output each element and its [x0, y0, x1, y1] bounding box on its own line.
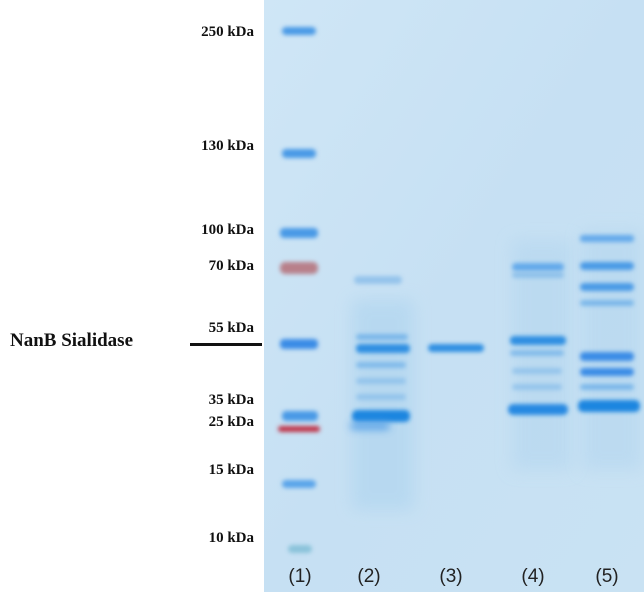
lane-5-bands	[578, 235, 640, 412]
lane-label-3: (3)	[439, 566, 463, 587]
marker-band-10	[288, 545, 312, 553]
lane-label-5: (5)	[595, 566, 619, 587]
nanb-sialidase-annotation: NanB Sialidase	[10, 330, 134, 351]
marker-label-15: 15 kDa	[208, 462, 254, 478]
marker-band-130	[282, 149, 316, 158]
lane-2-smear	[352, 300, 414, 510]
marker-band-55	[280, 339, 318, 349]
marker-band-100	[280, 228, 318, 238]
annotation-pointer-line	[190, 343, 262, 346]
marker-band-25	[278, 426, 320, 432]
marker-label-10: 10 kDa	[208, 530, 254, 546]
marker-label-70: 70 kDa	[208, 258, 254, 274]
lane-2-bands	[350, 276, 410, 430]
lane-label-1: (1)	[288, 566, 312, 587]
marker-band-250	[282, 27, 316, 35]
lane-3-bands	[428, 344, 484, 352]
marker-label-100: 100 kDa	[201, 222, 254, 238]
lane-label-4: (4)	[521, 566, 545, 587]
marker-band-35	[282, 411, 318, 421]
lane-4-bands	[508, 263, 568, 415]
lane-label-2: (2)	[357, 566, 381, 587]
lane-1-marker-bands	[278, 27, 320, 553]
sds-page-gel	[264, 0, 644, 592]
marker-label-25: 25 kDa	[208, 414, 254, 430]
marker-label-250: 250 kDa	[201, 24, 254, 40]
gel-background	[264, 0, 644, 592]
marker-label-35: 35 kDa	[208, 392, 254, 408]
marker-band-15	[282, 480, 316, 488]
marker-label-55: 55 kDa	[208, 320, 254, 336]
marker-label-130: 130 kDa	[201, 138, 254, 154]
marker-band-70	[280, 262, 318, 274]
